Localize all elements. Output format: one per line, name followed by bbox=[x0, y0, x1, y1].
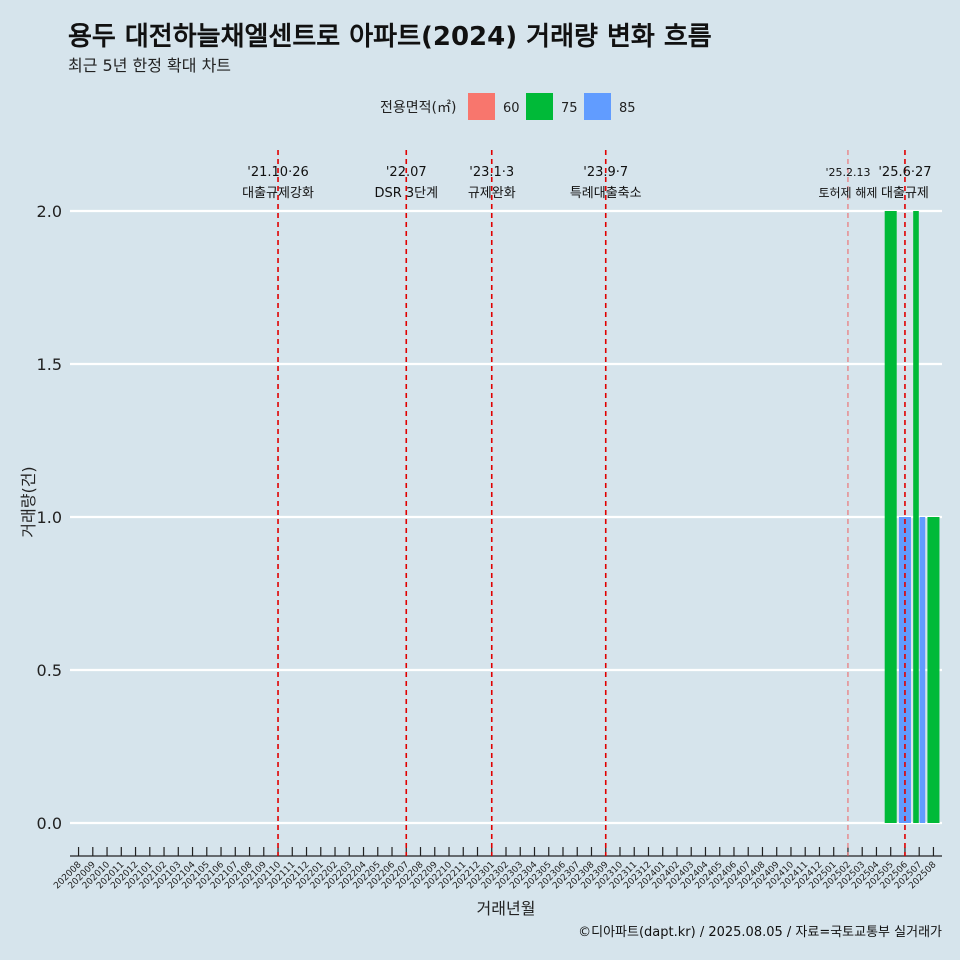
event-date: '21.10·26 bbox=[247, 165, 308, 180]
legend-swatch-75 bbox=[526, 93, 553, 120]
chart-title: 용두 대전하늘채엘센트로 아파트(2024) 거래량 변화 흐름 bbox=[68, 22, 712, 52]
event-label: 특례대출축소 bbox=[570, 186, 642, 201]
legend-swatch-60 bbox=[468, 93, 495, 120]
event-label: 대출규제강화 bbox=[242, 186, 314, 201]
source-caption: ©디아파트(dapt.kr) / 2025.08.05 / 자료=국토교통부 실… bbox=[578, 925, 942, 940]
event-date: '23.9·7 bbox=[583, 165, 628, 180]
y-tick-label: 1.5 bbox=[37, 355, 62, 374]
event-date: '23.1·3 bbox=[469, 165, 514, 180]
event-date: '25.2.13 bbox=[825, 166, 870, 179]
bar-75-202505 bbox=[884, 211, 897, 823]
legend-swatch-85 bbox=[584, 93, 611, 120]
legend-label-85: 85 bbox=[619, 101, 636, 116]
event-label: 토허제 해제 bbox=[818, 186, 877, 200]
event-label: DSR 3단계 bbox=[374, 186, 438, 201]
legend-title: 전용면적(㎡) bbox=[380, 100, 456, 116]
bar-75-202508 bbox=[927, 517, 940, 823]
chart-subtitle: 최근 5년 한정 확대 차트 bbox=[68, 56, 232, 75]
legend-label-75: 75 bbox=[561, 101, 578, 116]
bar-85-202507 bbox=[919, 517, 926, 823]
y-tick-label: 0.0 bbox=[37, 814, 62, 833]
x-axis-title: 거래년월 bbox=[477, 899, 536, 918]
legend-label-60: 60 bbox=[503, 101, 520, 116]
y-axis-title: 거래량(건) bbox=[19, 466, 38, 537]
y-tick-label: 1.0 bbox=[37, 508, 62, 527]
event-label: 규제완화 bbox=[468, 186, 516, 201]
event-date: '25.6·27 bbox=[878, 165, 931, 180]
event-label: 대출규제 bbox=[881, 186, 929, 201]
bar-85-202506 bbox=[898, 517, 911, 823]
bar-75-202507 bbox=[913, 211, 919, 823]
y-tick-label: 2.0 bbox=[37, 202, 62, 221]
y-tick-label: 0.5 bbox=[37, 661, 62, 680]
event-date: '22.07 bbox=[386, 165, 427, 180]
